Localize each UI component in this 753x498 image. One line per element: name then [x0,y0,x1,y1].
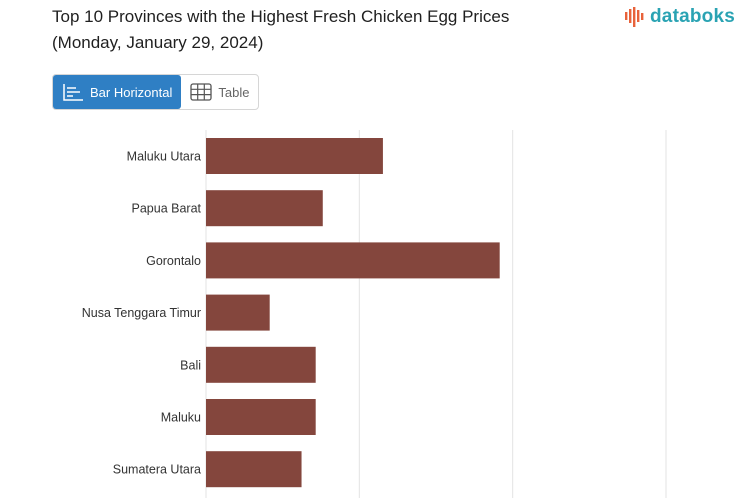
tab-bar-horizontal[interactable]: Bar Horizontal [53,75,182,109]
tab-bar-horizontal-label: Bar Horizontal [90,84,173,100]
bar[interactable] [206,242,500,279]
title-line-1: Top 10 Provinces with the Highest Fresh … [52,7,510,26]
category-label: Maluku Utara [127,150,201,164]
table-icon [190,83,213,101]
category-label: Maluku [161,411,201,425]
databoks-logo[interactable]: databoks [624,4,735,30]
category-label: Gorontalo [146,254,201,268]
bar[interactable] [206,190,323,227]
category-label: Bali [180,358,201,372]
title-line-2: (Monday, January 29, 2024) [52,33,264,52]
logo-text: databoks [650,6,736,27]
bar[interactable] [206,294,270,331]
tab-table-label: Table [218,84,250,100]
bar[interactable] [206,451,302,488]
category-label: Papua Barat [132,202,202,216]
bar[interactable] [206,399,316,435]
category-label: Nusa Tenggara Timur [82,306,201,320]
tab-table[interactable]: Table [181,75,258,109]
view-toggle: Bar Horizontal Table [52,74,260,110]
category-label: Sumatera Utara [113,463,201,477]
logo-mark-icon [625,7,644,27]
bar[interactable] [206,346,316,383]
bar[interactable] [206,138,383,174]
chart-title: Top 10 Provinces with the Highest Fresh … [52,4,612,56]
bar-chart-icon [63,84,83,101]
